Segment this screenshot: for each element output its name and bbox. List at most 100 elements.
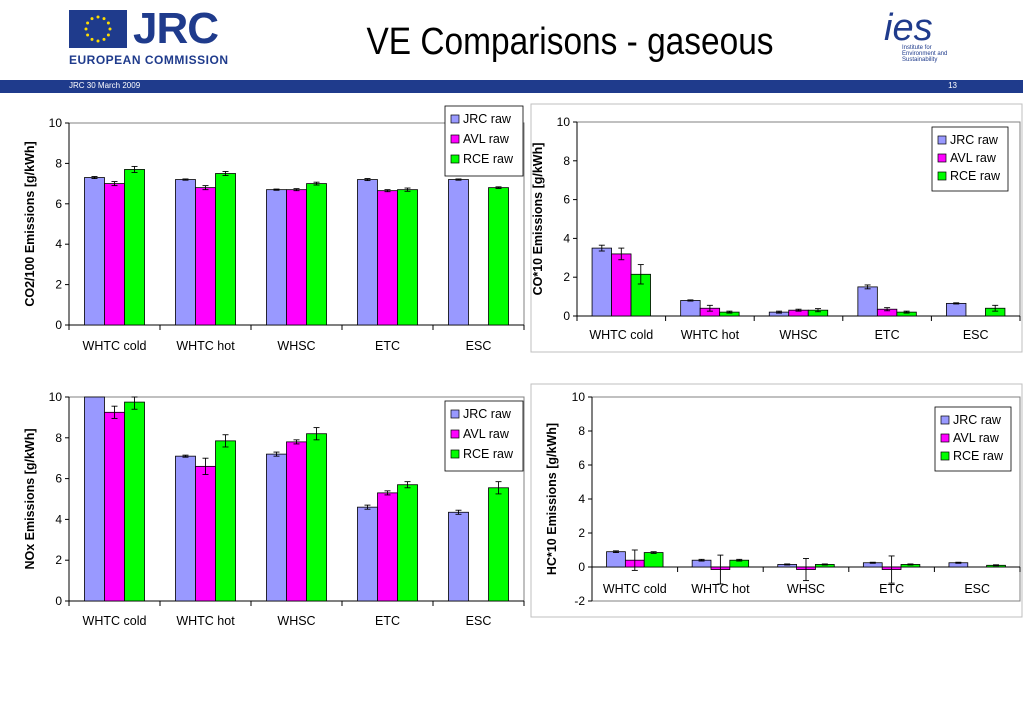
bar	[84, 396, 105, 602]
x-tick-label: WHTC cold	[589, 328, 653, 342]
bar	[946, 302, 967, 317]
bar	[397, 189, 418, 326]
legend-swatch	[940, 415, 950, 425]
legend-swatch	[937, 135, 947, 145]
x-tick-label: ESC	[963, 328, 989, 342]
x-tick-label: WHTC cold	[603, 582, 667, 596]
legend-label: AVL raw	[950, 151, 997, 165]
bar	[215, 440, 236, 602]
nox-chart: 0 2 4 6 8 10 WHTC cold WHTC hot WHSC ETC ESC NOx Em…	[23, 390, 525, 628]
eu-star-icon	[102, 17, 106, 21]
eu-star-icon	[90, 17, 94, 21]
y-axis-label: HC*10 Emissions [g/kWh]	[545, 423, 559, 575]
y-tick-label: 4	[55, 237, 62, 251]
bar	[195, 465, 216, 602]
y-tick-label: 6	[563, 193, 570, 207]
y-tick-label: 2	[563, 270, 570, 284]
legend-swatch	[450, 134, 460, 144]
eu-star-icon	[106, 33, 110, 37]
legend-label: AVL raw	[463, 427, 510, 441]
x-tick-label: WHTC cold	[83, 339, 147, 353]
bar	[357, 506, 378, 602]
x-tick-label: WHTC hot	[691, 582, 750, 596]
legend-swatch	[450, 449, 460, 459]
bar	[488, 187, 509, 326]
y-tick-label: 0	[55, 594, 62, 608]
legend-label: AVL raw	[953, 431, 1000, 445]
ies-caption-line: Institute for	[902, 45, 932, 51]
y-tick-label: 2	[55, 278, 62, 292]
bar	[104, 411, 125, 602]
legend-swatch	[450, 114, 460, 124]
eu-star-icon	[106, 21, 110, 25]
band-date: JRC 30 March 2009	[69, 81, 141, 90]
eu-star-icon	[86, 33, 90, 37]
y-axis-label: CO*10 Emissions [g/kWh]	[531, 143, 545, 296]
legend-label: RCE raw	[463, 447, 514, 461]
y-tick-label: 2	[55, 553, 62, 567]
ies-caption-line: Environment and	[902, 51, 948, 57]
legend-swatch	[937, 171, 947, 181]
y-tick-label: 10	[557, 115, 571, 129]
y-tick-label: 10	[49, 390, 63, 404]
x-tick-label: ETC	[879, 582, 904, 596]
y-tick-label: 8	[55, 431, 62, 445]
y-axis-label: NOx Emissions [g/kWh]	[23, 429, 37, 570]
x-tick-label: WHSC	[787, 582, 825, 596]
bar	[591, 247, 612, 317]
footer-band	[0, 80, 1023, 93]
bar	[448, 179, 469, 326]
y-tick-label: 10	[572, 390, 586, 404]
y-tick-label: 4	[55, 512, 62, 526]
legend-swatch	[450, 154, 460, 164]
y-tick-label: 0	[578, 560, 585, 574]
co-chart: 0 2 4 6 8 10 WHTC cold WHTC hot WHSC ETC ESC CO*10 …	[530, 103, 1023, 353]
eu-star-icon	[96, 15, 100, 19]
legend-swatch	[450, 429, 460, 439]
bar	[306, 433, 327, 602]
european-commission-label: EUROPEAN COMMISSION	[69, 53, 229, 67]
bar	[266, 453, 287, 602]
y-axis-label: CO2/100 Emissions [g/kWh]	[23, 141, 37, 306]
legend-swatch	[450, 409, 460, 419]
bar	[377, 492, 398, 602]
eu-star-icon	[90, 37, 94, 41]
y-tick-label: -2	[574, 594, 585, 608]
bar	[357, 179, 378, 326]
slide-title: VE Comparisons - gaseous	[366, 21, 774, 63]
bar	[377, 190, 398, 326]
y-tick-label: 6	[55, 197, 62, 211]
bar	[286, 441, 307, 602]
y-tick-label: 8	[55, 156, 62, 170]
eu-star-icon	[102, 37, 106, 41]
ies-caption: Institute for Environment and Sustainabi…	[902, 45, 947, 63]
bar	[680, 300, 701, 317]
bar	[175, 455, 196, 602]
y-tick-label: 8	[578, 424, 585, 438]
x-tick-label: WHSC	[779, 328, 817, 342]
y-tick-label: 4	[578, 492, 585, 506]
chart-frame	[530, 103, 1023, 353]
bar	[611, 253, 632, 317]
y-tick-label: 4	[563, 231, 570, 245]
x-tick-label: WHTC hot	[176, 614, 235, 628]
bar	[84, 177, 105, 326]
legend-swatch	[940, 451, 950, 461]
bar	[306, 183, 327, 326]
bar	[606, 551, 626, 568]
bar	[215, 173, 236, 326]
hc-chart: -2 0 2 4 6 8 10 WHTC cold WHTC hot WHSC ETC ESC HC*1…	[530, 383, 1023, 618]
legend-label: RCE raw	[953, 449, 1004, 463]
slide-header: JRC EUROPEAN COMMISSION VE Comparisons -…	[0, 0, 1023, 80]
legend-label: JRC raw	[953, 413, 1002, 427]
bar	[195, 187, 216, 326]
bar	[857, 286, 878, 317]
bar	[124, 169, 145, 326]
bar	[175, 179, 196, 326]
bar	[266, 189, 287, 326]
y-tick-label: 2	[578, 526, 585, 540]
co2-chart: 0 2 4 6 8 10 WHTC cold WHTC hot WHSC ETC ESC CO2/10…	[23, 105, 525, 353]
eu-star-icon	[84, 27, 88, 31]
bar	[643, 552, 664, 568]
eu-star-icon	[108, 27, 112, 31]
